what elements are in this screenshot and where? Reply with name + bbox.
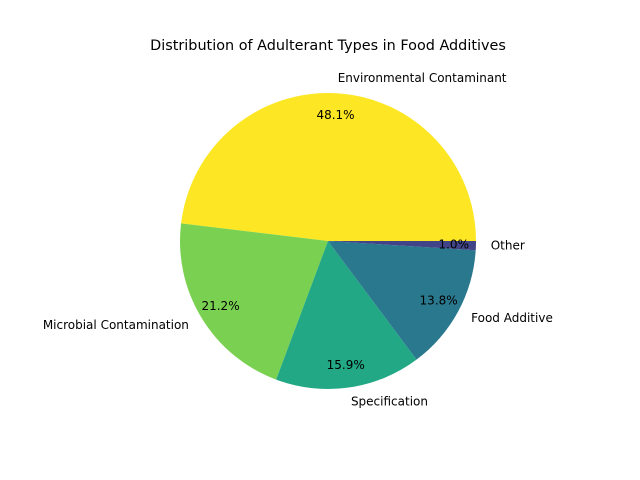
slice-label-other: Other (491, 239, 525, 253)
pie-slice-other (328, 241, 476, 251)
slice-percent-food-additive: 13.8% (420, 293, 458, 307)
chart-title: Distribution of Adulterant Types in Food… (150, 38, 506, 54)
slice-label-microbial-contamination: Microbial Contamination (43, 318, 189, 332)
pie-slice-food-additive (328, 241, 476, 360)
pie-labels: Environmental Contaminant 48.1% Microbial … (43, 71, 553, 409)
pie-slice-specification (276, 241, 417, 389)
pie-slice-environmental-contaminant (181, 92, 476, 242)
slice-percent-microbial-contamination: 21.2% (201, 299, 239, 313)
slice-percent-specification: 15.9% (327, 358, 365, 372)
slice-percent-other: 1.0% (438, 237, 469, 251)
slice-label-food-additive: Food Additive (471, 311, 553, 325)
slice-percent-environmental-contaminant: 48.1% (316, 108, 354, 122)
pie-slice-microbial-contamination (180, 223, 328, 380)
slice-label-specification: Specification (351, 395, 428, 409)
pie-slices (180, 92, 476, 389)
slice-label-environmental-contaminant: Environmental Contaminant (338, 71, 507, 85)
